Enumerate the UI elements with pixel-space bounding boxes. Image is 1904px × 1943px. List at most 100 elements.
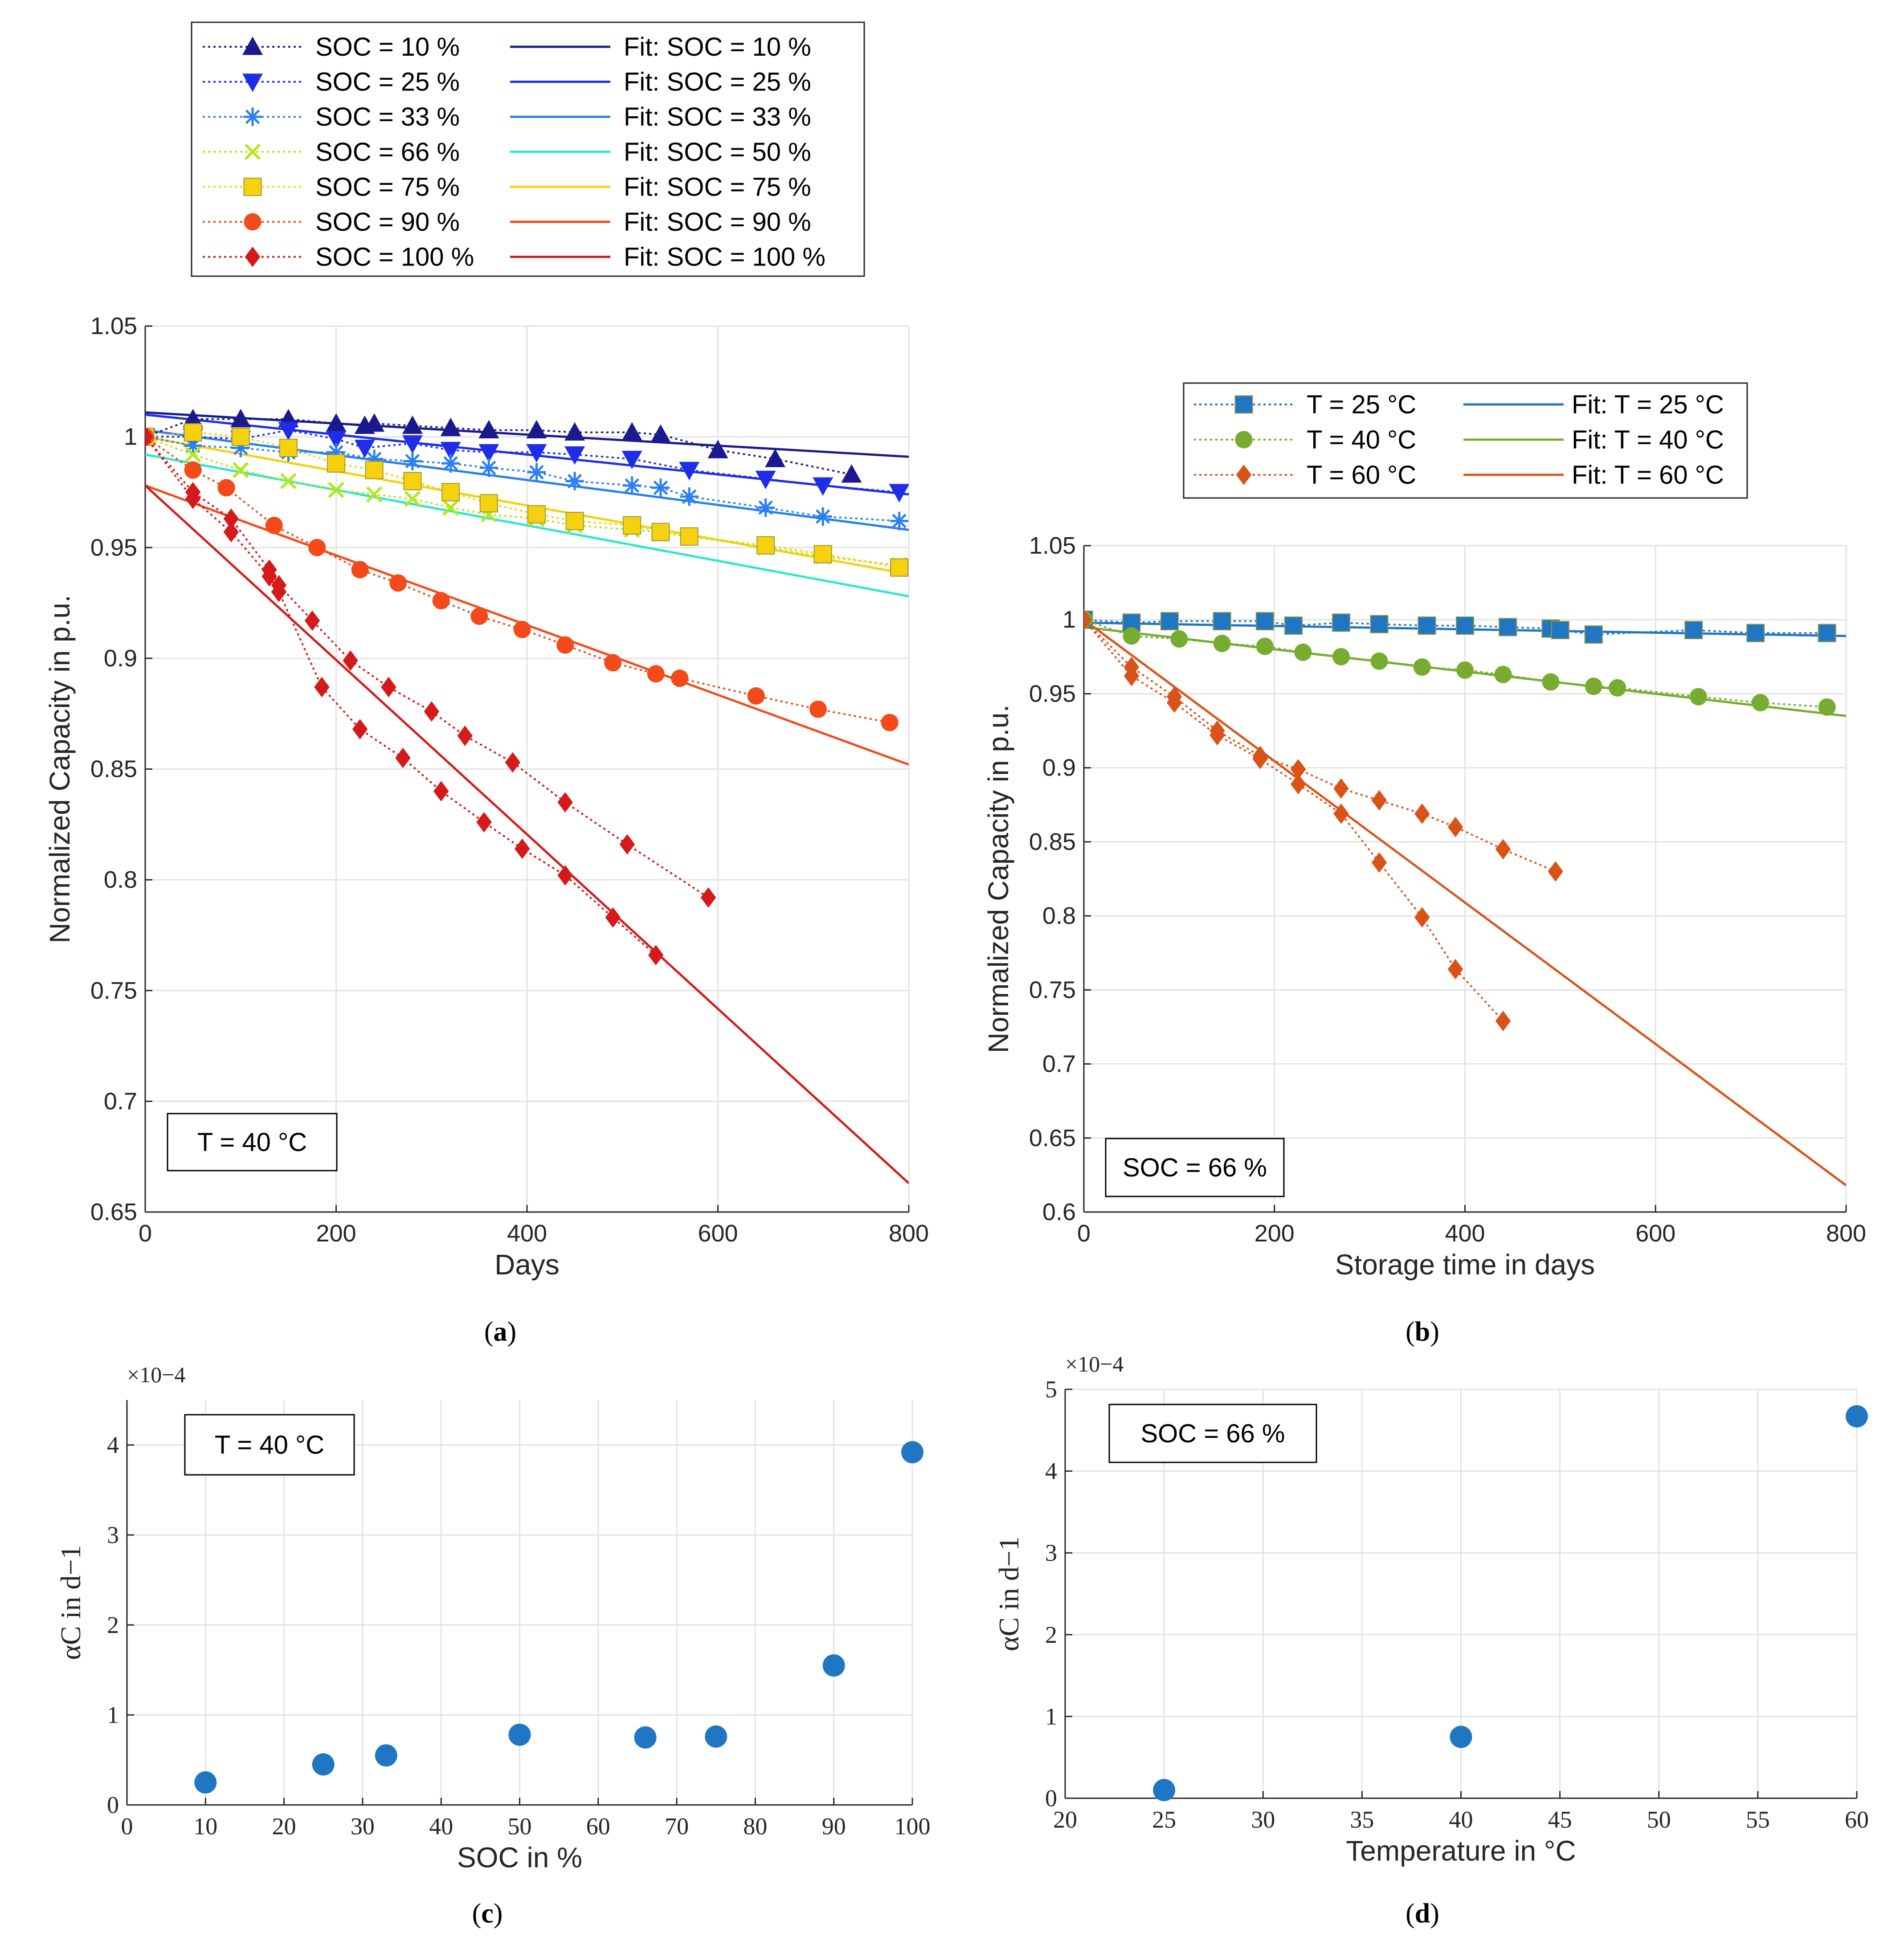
- legend-fit-label: Fit: SOC = 100 %: [624, 243, 825, 272]
- legend-fit-label: Fit: T = 25 °C: [1572, 390, 1724, 419]
- x-tick-label: 0: [1077, 1220, 1091, 1247]
- x-tick-label: 10: [193, 1813, 217, 1840]
- caption-letter: b: [1415, 1317, 1430, 1347]
- legend-series-label: SOC = 33 %: [315, 102, 460, 131]
- data-point: [327, 443, 346, 462]
- data-point: [1160, 612, 1179, 631]
- data-point: [747, 687, 765, 705]
- x-tick-label: 20: [272, 1813, 296, 1840]
- data-point: [881, 714, 899, 731]
- data-point: [1551, 620, 1569, 640]
- data-point: [527, 505, 546, 524]
- data-point: [565, 472, 584, 490]
- data-point: [1456, 661, 1474, 679]
- data-point: [513, 620, 531, 638]
- x-tick-label: 55: [1746, 1806, 1770, 1833]
- data-point: [1284, 616, 1303, 635]
- data-point: [622, 476, 641, 495]
- y-axis-exponent: ×10−4: [127, 1362, 185, 1387]
- annotation-text: SOC = 66 %: [1141, 1419, 1285, 1448]
- fit-line: [1084, 619, 1846, 1187]
- data-point: [605, 907, 621, 928]
- x-tick-label: 400: [507, 1220, 547, 1247]
- data-point: [1153, 1779, 1176, 1801]
- legend-marker: [1235, 431, 1253, 449]
- data-point: [705, 1725, 727, 1748]
- data-point: [424, 701, 439, 722]
- x-tick-label: 400: [1445, 1220, 1485, 1247]
- data-point: [194, 1771, 217, 1794]
- y-tick-label: 1: [107, 1702, 119, 1728]
- caption-letter: a: [494, 1317, 507, 1347]
- legend-marker: [1234, 395, 1253, 414]
- x-tick-label: 90: [822, 1813, 846, 1840]
- data-point: [271, 581, 287, 602]
- x-tick-label: 20: [1053, 1806, 1077, 1833]
- data-point: [1418, 616, 1436, 635]
- data-point: [1255, 612, 1274, 631]
- data-point: [604, 654, 622, 672]
- data-point: [402, 415, 423, 434]
- y-tick-label: 0.8: [104, 866, 137, 893]
- data-point: [233, 461, 249, 478]
- annotation-box: [1105, 1138, 1285, 1197]
- panel-caption: (d): [1406, 1898, 1439, 1929]
- data-point: [1751, 694, 1769, 711]
- legend-marker: [242, 73, 263, 92]
- data-point: [402, 435, 423, 454]
- panel-caption: (c): [472, 1898, 503, 1929]
- data-point: [679, 461, 700, 481]
- data-point: [381, 677, 396, 698]
- x-tick-label: 0: [121, 1813, 133, 1840]
- legend-marker: [244, 213, 261, 231]
- y-tick-label: 0.6: [1042, 1199, 1076, 1225]
- x-tick-label: 200: [316, 1220, 356, 1247]
- data-point: [184, 423, 202, 442]
- data-point: [651, 478, 670, 497]
- x-tick-label: 45: [1548, 1806, 1572, 1833]
- data-point: [1123, 627, 1140, 645]
- data-point: [1166, 692, 1182, 713]
- panel-caption: (b): [1406, 1317, 1439, 1347]
- data-point: [648, 945, 664, 966]
- y-tick-label: 2: [107, 1612, 119, 1638]
- data-point: [441, 454, 460, 473]
- y-tick-label: 3: [1045, 1539, 1057, 1566]
- data-point: [1294, 643, 1312, 661]
- data-point: [1499, 618, 1517, 637]
- data-point: [822, 1654, 845, 1677]
- data-point: [1371, 852, 1387, 873]
- data-point: [478, 444, 499, 463]
- data-point: [1584, 625, 1603, 644]
- data-point: [890, 558, 909, 577]
- data-point: [1333, 778, 1349, 799]
- data-point: [508, 1723, 531, 1746]
- data-point: [1414, 907, 1430, 928]
- legend-marker: [243, 107, 262, 126]
- y-tick-label: 0.65: [1029, 1125, 1076, 1151]
- x-tick-label: 200: [1254, 1220, 1295, 1247]
- data-point: [1447, 959, 1463, 980]
- data-point: [223, 508, 239, 529]
- data-point: [145, 426, 153, 447]
- data-point: [680, 487, 699, 506]
- legend-series-label: SOC = 75 %: [315, 172, 460, 201]
- data-point: [505, 752, 521, 773]
- data-point: [1084, 609, 1092, 630]
- data-point: [326, 431, 347, 449]
- data-point: [312, 1753, 335, 1776]
- data-point: [185, 488, 201, 509]
- data-point: [557, 792, 573, 813]
- x-tick-label: 25: [1152, 1806, 1176, 1833]
- data-point: [365, 449, 384, 469]
- data-point: [1371, 790, 1387, 811]
- data-point: [526, 420, 547, 439]
- legend-fit-label: Fit: SOC = 90 %: [624, 208, 811, 237]
- data-point: [326, 413, 347, 432]
- x-tick-label: 800: [889, 1220, 929, 1247]
- data-point: [621, 450, 642, 469]
- legend-series-label: SOC = 100 %: [315, 243, 474, 272]
- data-point: [647, 665, 665, 683]
- data-point: [564, 446, 585, 465]
